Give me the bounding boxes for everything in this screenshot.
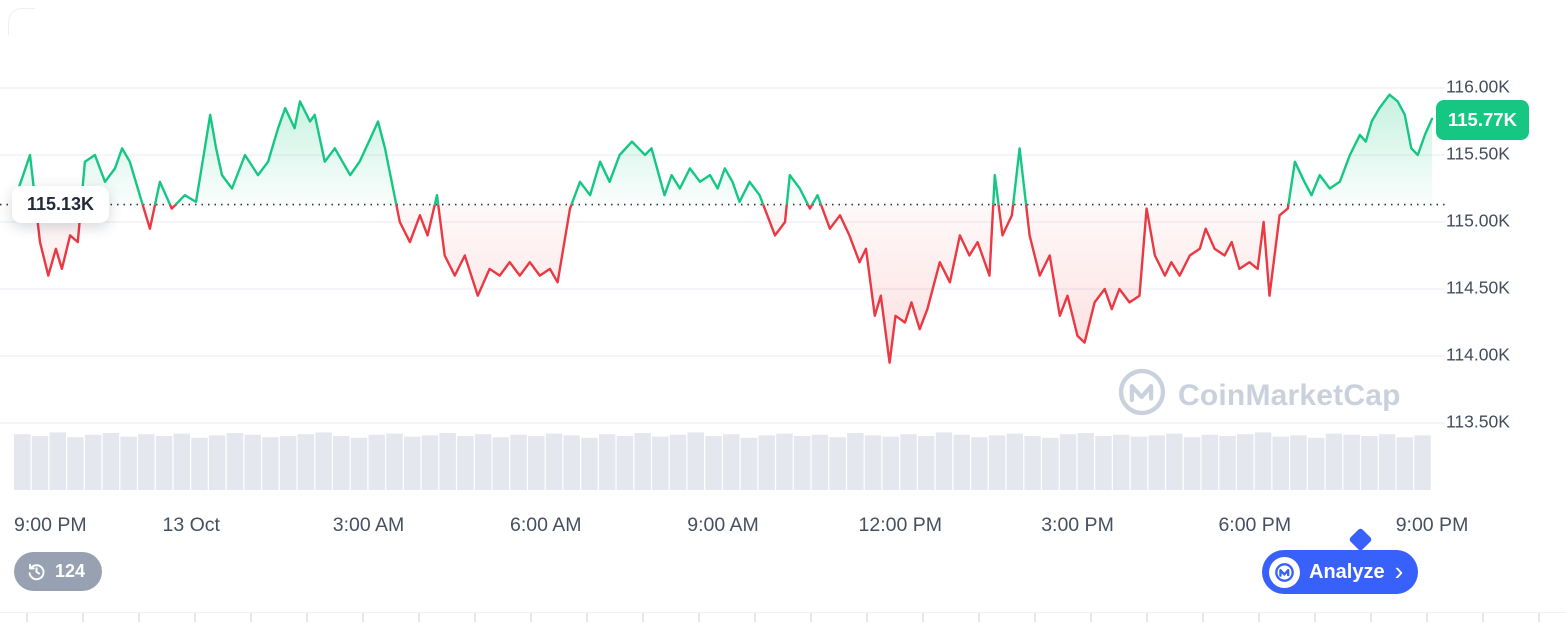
baseline-price-label: 115.13K — [12, 185, 110, 223]
card-corner — [8, 8, 35, 35]
history-button[interactable]: 124 — [14, 552, 103, 591]
analyze-label: Analyze — [1309, 560, 1385, 583]
y-axis-label: 116.00K — [1446, 77, 1510, 97]
price-line-down — [34, 204, 1290, 364]
x-axis-label: 9:00 PM — [14, 514, 87, 536]
x-axis-label: 3:00 AM — [332, 514, 405, 536]
x-axis-label: 12:00 PM — [858, 514, 942, 536]
watermark: CoinMarketCap — [1116, 366, 1401, 426]
volume-bars — [14, 432, 1431, 490]
baseline-price-value: 115.13K — [27, 193, 95, 214]
x-axis-label: 13 Oct — [162, 514, 220, 536]
watermark-label: CoinMarketCap — [1178, 379, 1401, 412]
x-axis-label: 6:00 PM — [1218, 514, 1292, 536]
y-axis-label: 115.50K — [1446, 144, 1510, 164]
history-count: 124 — [55, 561, 86, 581]
y-axis-label: 114.00K — [1446, 345, 1510, 365]
current-price-badge: 115.77K — [1436, 99, 1529, 140]
price-line-up — [12, 93, 1434, 205]
coinmarketcap-logo-icon — [1269, 556, 1300, 588]
x-axis-label: 3:00 PM — [1041, 514, 1114, 536]
x-axis-label: 9:00 AM — [687, 514, 759, 536]
area-above-baseline — [14, 94, 1432, 205]
y-axis-label: 114.50K — [1446, 278, 1510, 298]
history-clock-icon — [26, 561, 47, 582]
range-slider-edge[interactable] — [0, 612, 1566, 622]
area-below-baseline — [35, 204, 1289, 363]
price-chart[interactable]: 116.00K 115.50K 115.00K 114.50K 114.00K 113.5… — [0, 0, 1566, 500]
x-axis-label: 9:00 PM — [1395, 514, 1469, 536]
y-axis-label: 113.50K — [1446, 412, 1510, 432]
analyze-button[interactable]: Analyze › — [1262, 550, 1419, 594]
gridlines — [0, 87, 1445, 424]
x-axis-label: 6:00 AM — [509, 514, 582, 536]
chevron-right-icon: › — [1394, 556, 1404, 586]
x-axis-labels: 9:00 PM 13 Oct 3:00 AM 6:00 AM 9:00 AM 12:00 … — [0, 512, 1566, 548]
coinmarketcap-logo-icon — [1116, 366, 1168, 426]
y-axis-label: 115.00K — [1446, 211, 1510, 231]
